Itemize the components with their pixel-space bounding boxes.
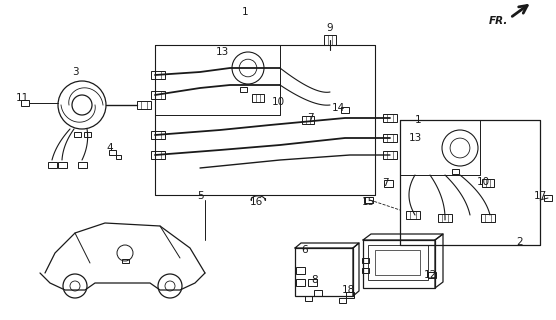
Bar [151,71,165,79]
Bar [363,240,435,288]
Text: 14: 14 [331,103,345,113]
Bar [295,278,305,285]
Text: 10: 10 [271,97,285,107]
Bar [122,259,128,263]
Circle shape [232,52,264,84]
Bar [375,250,420,275]
Text: 7: 7 [307,113,314,123]
Bar [361,268,369,273]
Text: 9: 9 [327,23,333,33]
Bar [544,195,552,201]
Text: 12: 12 [423,270,436,280]
Bar [240,86,246,92]
Bar [364,197,373,203]
Text: 2: 2 [517,237,523,247]
Bar [438,214,452,222]
Text: 17: 17 [533,191,547,201]
Bar [116,155,121,159]
Text: 1: 1 [415,115,421,125]
Circle shape [442,130,478,166]
Text: 11: 11 [16,93,28,103]
Text: 5: 5 [197,191,203,201]
Text: 7: 7 [381,178,388,188]
Text: 1: 1 [242,7,249,17]
Circle shape [165,281,175,291]
Text: 13: 13 [408,133,421,143]
Text: 13: 13 [215,47,229,57]
Circle shape [158,274,182,298]
Circle shape [58,81,106,129]
Bar [314,290,322,296]
Bar [295,267,305,274]
Bar [384,180,393,187]
Circle shape [450,138,470,158]
Circle shape [72,95,92,115]
Text: 15: 15 [361,197,375,207]
Circle shape [239,59,257,77]
Bar [57,162,67,168]
Bar [428,272,436,278]
Bar [302,116,314,124]
Bar [77,162,87,168]
Bar [21,100,29,106]
Bar [151,151,165,159]
Bar [383,151,397,159]
Bar [137,101,151,109]
Bar [83,132,91,137]
Bar [383,114,397,122]
Text: FR.: FR. [488,16,508,26]
Bar [73,132,81,137]
Text: 3: 3 [72,67,78,77]
Bar [151,131,165,139]
Bar [383,134,397,142]
Circle shape [117,245,133,261]
Bar [451,169,459,173]
Text: 8: 8 [312,275,319,285]
Circle shape [63,274,87,298]
Circle shape [70,281,80,291]
Bar [252,94,264,102]
Bar [324,35,336,45]
Bar [482,179,494,187]
Bar [346,292,354,298]
Bar [406,211,420,219]
Bar [47,162,57,168]
Bar [305,295,311,300]
Bar [295,248,353,296]
Bar [361,258,369,262]
Bar [339,298,345,302]
Text: 18: 18 [341,285,355,295]
Text: 4: 4 [107,143,113,153]
Text: 16: 16 [250,197,262,207]
Bar [481,214,495,222]
Text: 10: 10 [476,177,490,187]
Bar [108,149,116,155]
Text: 6: 6 [302,245,309,255]
Bar [368,245,428,280]
Bar [341,107,349,113]
Bar [151,91,165,99]
Bar [307,278,316,285]
